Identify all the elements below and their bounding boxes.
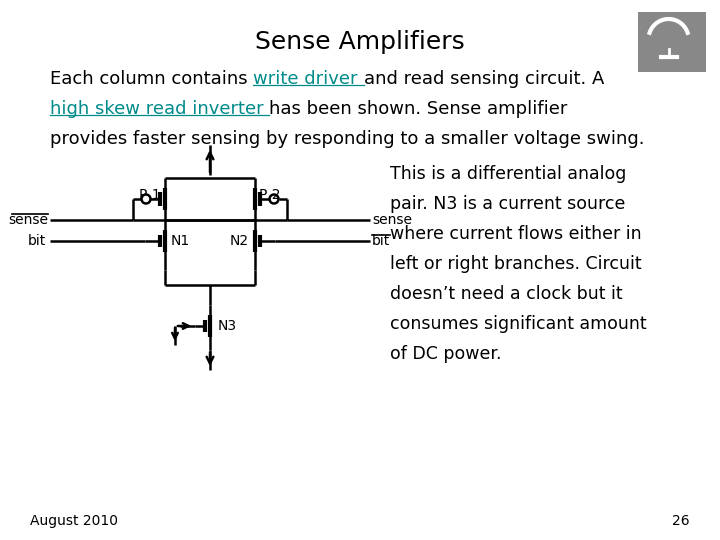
Text: N2: N2 bbox=[230, 234, 249, 248]
Text: P 2: P 2 bbox=[259, 188, 281, 202]
Text: write driver: write driver bbox=[253, 70, 364, 88]
Text: N3: N3 bbox=[218, 319, 237, 333]
Text: doesn’t need a clock but it: doesn’t need a clock but it bbox=[390, 285, 623, 303]
Text: pair. N3 is a current source: pair. N3 is a current source bbox=[390, 195, 626, 213]
Text: provides faster sensing by responding to a smaller voltage swing.: provides faster sensing by responding to… bbox=[50, 130, 644, 148]
Text: Each column contains: Each column contains bbox=[50, 70, 253, 88]
Text: bit: bit bbox=[372, 234, 390, 248]
Text: sense: sense bbox=[8, 213, 48, 227]
Bar bbox=[638, 12, 706, 72]
Text: This is a differential analog: This is a differential analog bbox=[390, 165, 626, 183]
Text: August 2010: August 2010 bbox=[30, 514, 118, 528]
Text: N1: N1 bbox=[171, 234, 190, 248]
Text: 26: 26 bbox=[672, 514, 690, 528]
Text: where current flows either in: where current flows either in bbox=[390, 225, 642, 243]
Text: left or right branches. Circuit: left or right branches. Circuit bbox=[390, 255, 642, 273]
Text: P 1: P 1 bbox=[140, 188, 161, 202]
Text: consumes significant amount: consumes significant amount bbox=[390, 315, 647, 333]
Text: high skew read inverter: high skew read inverter bbox=[50, 100, 269, 118]
Text: of DC power.: of DC power. bbox=[390, 345, 502, 363]
Text: bit: bit bbox=[28, 234, 46, 248]
Text: has been shown. Sense amplifier: has been shown. Sense amplifier bbox=[269, 100, 568, 118]
Text: sense: sense bbox=[372, 213, 412, 227]
Text: and read sensing circuit. A: and read sensing circuit. A bbox=[364, 70, 604, 88]
Text: Sense Amplifiers: Sense Amplifiers bbox=[255, 30, 465, 54]
